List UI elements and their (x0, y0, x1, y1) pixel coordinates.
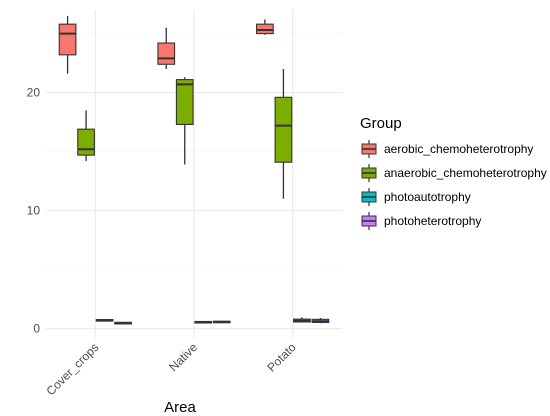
legend-title: Group (360, 115, 402, 132)
box-body (58, 23, 77, 56)
y-tick-label: 0 (33, 322, 40, 336)
box-photoautotrophy-Potato (293, 317, 311, 323)
grid-lines (46, 10, 342, 338)
x-tick-label: Native (166, 340, 200, 374)
legend-label: photoautotrophy (384, 190, 471, 204)
legend-label: photoheterotrophy (384, 214, 481, 228)
legend-item-photoautotrophy: photoautotrophy (361, 188, 471, 206)
box-aerobic_chemoheterotrophy-Cover_crops (58, 15, 77, 74)
box-body (274, 96, 293, 163)
box-photoautotrophy-Native (194, 320, 213, 324)
box-body (157, 42, 176, 65)
legend-item-photoheterotrophy: photoheterotrophy (361, 212, 481, 230)
plot-boxes (58, 15, 330, 325)
box-photoheterotrophy-Potato (311, 317, 330, 324)
legend-label: aerobic_chemoheterotrophy (384, 142, 533, 156)
box-photoautotrophy-Cover_crops (95, 319, 114, 322)
x-axis-title: Area (164, 399, 196, 416)
box-body (175, 79, 194, 125)
box-anaerobic_chemoheterotrophy-Cover_crops (77, 110, 95, 162)
box-photoheterotrophy-Native (212, 320, 231, 324)
box-aerobic_chemoheterotrophy-Native (157, 27, 176, 69)
x-axis-ticks: Cover_crops Native Potato (43, 340, 299, 398)
box-body (256, 23, 274, 35)
legend-label: anaerobic_chemoheterotrophy (384, 166, 547, 180)
box-anaerobic_chemoheterotrophy-Native (175, 77, 194, 165)
legend: Group aerobic_chemoheterotrophy anaerobic… (360, 115, 547, 230)
legend-item-anaerobic_chemoheterotrophy: anaerobic_chemoheterotrophy (361, 164, 547, 182)
box-body (77, 128, 95, 156)
box-aerobic_chemoheterotrophy-Potato (256, 19, 274, 35)
box-anaerobic_chemoheterotrophy-Potato (274, 68, 293, 199)
x-tick-label: Cover_crops (43, 340, 101, 398)
x-tick-label: Potato (264, 340, 299, 375)
y-tick-label: 10 (27, 204, 41, 218)
y-tick-label: 20 (27, 86, 41, 100)
y-axis-ticks: 0 10 20 (27, 86, 41, 336)
legend-item-aerobic_chemoheterotrophy: aerobic_chemoheterotrophy (361, 140, 533, 158)
box-photoheterotrophy-Cover_crops (114, 321, 132, 325)
